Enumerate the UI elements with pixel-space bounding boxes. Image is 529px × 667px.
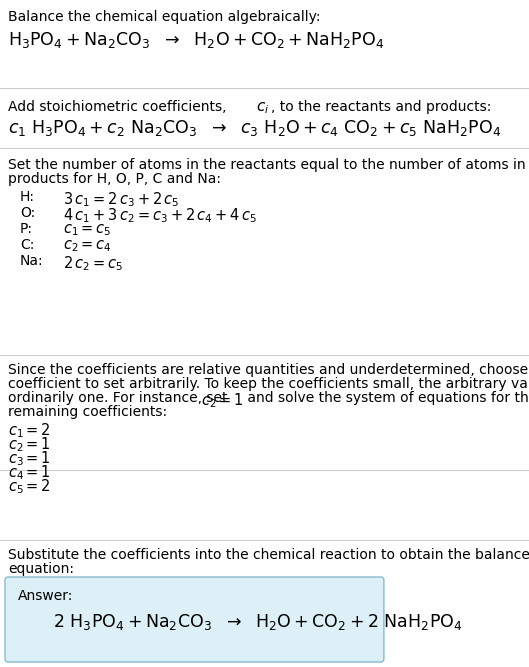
Text: $c_1 = c_5$: $c_1 = c_5$ [63, 222, 112, 237]
Text: $2\,c_2 = c_5$: $2\,c_2 = c_5$ [63, 254, 123, 273]
Text: $c_1 = 2$: $c_1 = 2$ [8, 421, 51, 440]
Text: and solve the system of equations for the: and solve the system of equations for th… [243, 391, 529, 405]
Text: $3\,c_1 = 2\,c_3 + 2\,c_5$: $3\,c_1 = 2\,c_3 + 2\,c_5$ [63, 190, 180, 209]
Text: $4\,c_1 + 3\,c_2 = c_3 + 2\,c_4 + 4\,c_5$: $4\,c_1 + 3\,c_2 = c_3 + 2\,c_4 + 4\,c_5… [63, 206, 257, 225]
Text: $c_5 = 2$: $c_5 = 2$ [8, 477, 51, 496]
Text: $c_3 = 1$: $c_3 = 1$ [8, 449, 51, 468]
Text: ordinarily one. For instance, set: ordinarily one. For instance, set [8, 391, 232, 405]
Text: $\mathdefault{H_3PO_4 + Na_2CO_3\ \ \rightarrow\ \ H_2O + CO_2 + NaH_2PO_4}$: $\mathdefault{H_3PO_4 + Na_2CO_3\ \ \rig… [8, 30, 384, 50]
Text: , to the reactants and products:: , to the reactants and products: [271, 100, 491, 114]
Text: $2\ \mathrm{H_3PO_4} + \mathrm{Na_2CO_3}\ \ \rightarrow\ \ \mathrm{H_2O} + \math: $2\ \mathrm{H_3PO_4} + \mathrm{Na_2CO_3}… [53, 612, 462, 632]
Text: equation:: equation: [8, 562, 74, 576]
Text: $c_1\ \mathrm{H_3PO_4} + c_2\ \mathrm{Na_2CO_3}\ \ \rightarrow\ \ c_3\ \mathrm{H: $c_1\ \mathrm{H_3PO_4} + c_2\ \mathrm{Na… [8, 118, 501, 138]
Text: $c_4 = 1$: $c_4 = 1$ [8, 463, 51, 482]
Text: Answer:: Answer: [18, 589, 74, 603]
Text: P:: P: [20, 222, 33, 236]
Text: Add stoichiometric coefficients,: Add stoichiometric coefficients, [8, 100, 231, 114]
Text: remaining coefficients:: remaining coefficients: [8, 405, 167, 419]
Text: Substitute the coefficients into the chemical reaction to obtain the balanced: Substitute the coefficients into the che… [8, 548, 529, 562]
Text: products for H, O, P, C and Na:: products for H, O, P, C and Na: [8, 172, 221, 186]
Text: $c_2 = c_4$: $c_2 = c_4$ [63, 238, 112, 253]
FancyBboxPatch shape [5, 577, 384, 662]
Text: $c_2 = 1$: $c_2 = 1$ [201, 391, 244, 410]
Text: Na:: Na: [20, 254, 43, 268]
Text: Balance the chemical equation algebraically:: Balance the chemical equation algebraica… [8, 10, 321, 24]
Text: C:: C: [20, 238, 34, 252]
Text: $c_i$: $c_i$ [256, 100, 269, 115]
Text: Set the number of atoms in the reactants equal to the number of atoms in the: Set the number of atoms in the reactants… [8, 158, 529, 172]
Text: Since the coefficients are relative quantities and underdetermined, choose a: Since the coefficients are relative quan… [8, 363, 529, 377]
Text: H:: H: [20, 190, 35, 204]
Text: coefficient to set arbitrarily. To keep the coefficients small, the arbitrary va: coefficient to set arbitrarily. To keep … [8, 377, 529, 391]
Text: $c_2 = 1$: $c_2 = 1$ [8, 435, 51, 454]
Text: O:: O: [20, 206, 35, 220]
